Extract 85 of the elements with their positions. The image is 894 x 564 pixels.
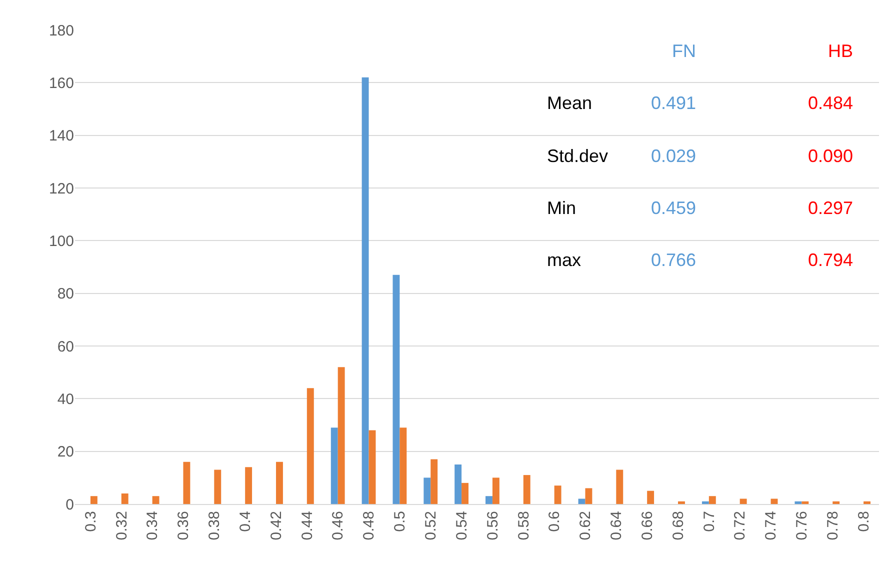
y-tick-label: 20 bbox=[57, 444, 74, 461]
bar bbox=[554, 486, 562, 504]
annotation: 0.090 bbox=[808, 146, 854, 166]
bar bbox=[678, 501, 685, 504]
bar bbox=[708, 496, 716, 504]
bar bbox=[430, 459, 438, 504]
y-tick-label: 160 bbox=[48, 74, 74, 92]
bar bbox=[585, 488, 592, 504]
annotation: 0.766 bbox=[651, 250, 696, 270]
annotation: HB bbox=[828, 41, 854, 61]
x-tick-label: 0.4 bbox=[236, 511, 254, 532]
annotation: FN bbox=[672, 41, 696, 61]
bar bbox=[462, 482, 468, 504]
annotation: max bbox=[547, 250, 582, 270]
x-tick-label: 0.32 bbox=[113, 511, 130, 540]
bar bbox=[362, 77, 369, 504]
bar bbox=[770, 498, 778, 504]
x-tick-label: 0.8 bbox=[855, 511, 872, 532]
x-tick-label: 0.5 bbox=[392, 511, 409, 532]
bar bbox=[794, 501, 802, 504]
x-tick-label: 0.52 bbox=[422, 511, 440, 540]
x-tick-label: 0.72 bbox=[732, 511, 749, 540]
annotation: 0.459 bbox=[651, 198, 696, 218]
bar bbox=[368, 430, 376, 504]
x-tick-label: 0.68 bbox=[670, 511, 687, 540]
bar bbox=[330, 428, 338, 504]
annotation: 0.794 bbox=[808, 250, 854, 270]
bar bbox=[400, 428, 407, 504]
x-tick-label: 0.66 bbox=[638, 511, 656, 540]
y-tick-label: 140 bbox=[48, 128, 74, 145]
bar bbox=[152, 496, 160, 504]
bar bbox=[578, 498, 586, 504]
bar bbox=[392, 274, 400, 504]
annotation: 0.297 bbox=[808, 198, 854, 218]
y-tick-label: 80 bbox=[57, 286, 74, 303]
bar bbox=[492, 478, 500, 504]
y-tick-label: 0 bbox=[66, 496, 74, 514]
bar bbox=[832, 501, 840, 504]
bar bbox=[616, 470, 624, 504]
bar bbox=[90, 496, 98, 504]
bar bbox=[245, 467, 252, 504]
bar bbox=[338, 367, 345, 504]
x-tick-label: 0.62 bbox=[577, 511, 594, 540]
bar bbox=[276, 462, 283, 504]
bar bbox=[306, 388, 314, 504]
annotation: 0.029 bbox=[651, 146, 696, 166]
x-tick-label: 0.38 bbox=[206, 511, 224, 540]
bar bbox=[647, 490, 654, 504]
x-tick-label: 0.44 bbox=[298, 511, 316, 540]
y-tick-label: 40 bbox=[57, 390, 74, 408]
annotation: Std.dev bbox=[547, 146, 608, 166]
annotation: Mean bbox=[547, 93, 592, 113]
x-tick-label: 0.48 bbox=[360, 511, 378, 540]
x-tick-label: 0.6 bbox=[546, 511, 564, 532]
y-tick-label: 180 bbox=[48, 22, 74, 40]
y-tick-label: 100 bbox=[48, 232, 74, 250]
bar bbox=[424, 478, 431, 504]
x-tick-label: 0.58 bbox=[515, 511, 532, 540]
x-tick-label: 0.42 bbox=[268, 511, 285, 540]
x-tick-label: 0.36 bbox=[175, 511, 192, 540]
y-tick-label: 60 bbox=[57, 338, 74, 356]
x-tick-label: 0.3 bbox=[82, 511, 100, 532]
x-tick-label: 0.64 bbox=[608, 511, 626, 540]
x-tick-label: 0.54 bbox=[453, 511, 470, 540]
x-tick-label: 0.76 bbox=[794, 511, 811, 540]
x-tick-label: 0.78 bbox=[824, 511, 842, 540]
bar bbox=[214, 470, 222, 504]
x-tick-label: 0.46 bbox=[330, 511, 347, 540]
bar bbox=[864, 501, 870, 504]
x-tick-label: 0.34 bbox=[144, 511, 162, 540]
bar bbox=[183, 462, 190, 504]
annotation: 0.484 bbox=[808, 93, 854, 113]
y-tick-label: 120 bbox=[48, 180, 74, 198]
annotation: 0.491 bbox=[651, 93, 696, 113]
bar bbox=[523, 475, 530, 504]
x-tick-label: 0.74 bbox=[762, 511, 780, 540]
bar bbox=[121, 493, 128, 504]
bar bbox=[802, 501, 809, 504]
x-tick-label: 0.56 bbox=[484, 511, 502, 540]
bar bbox=[702, 501, 709, 504]
bar bbox=[486, 496, 492, 504]
annotation: Min bbox=[547, 198, 576, 218]
x-tick-label: 0.7 bbox=[700, 511, 718, 532]
bar bbox=[740, 498, 747, 504]
bar bbox=[454, 464, 462, 504]
